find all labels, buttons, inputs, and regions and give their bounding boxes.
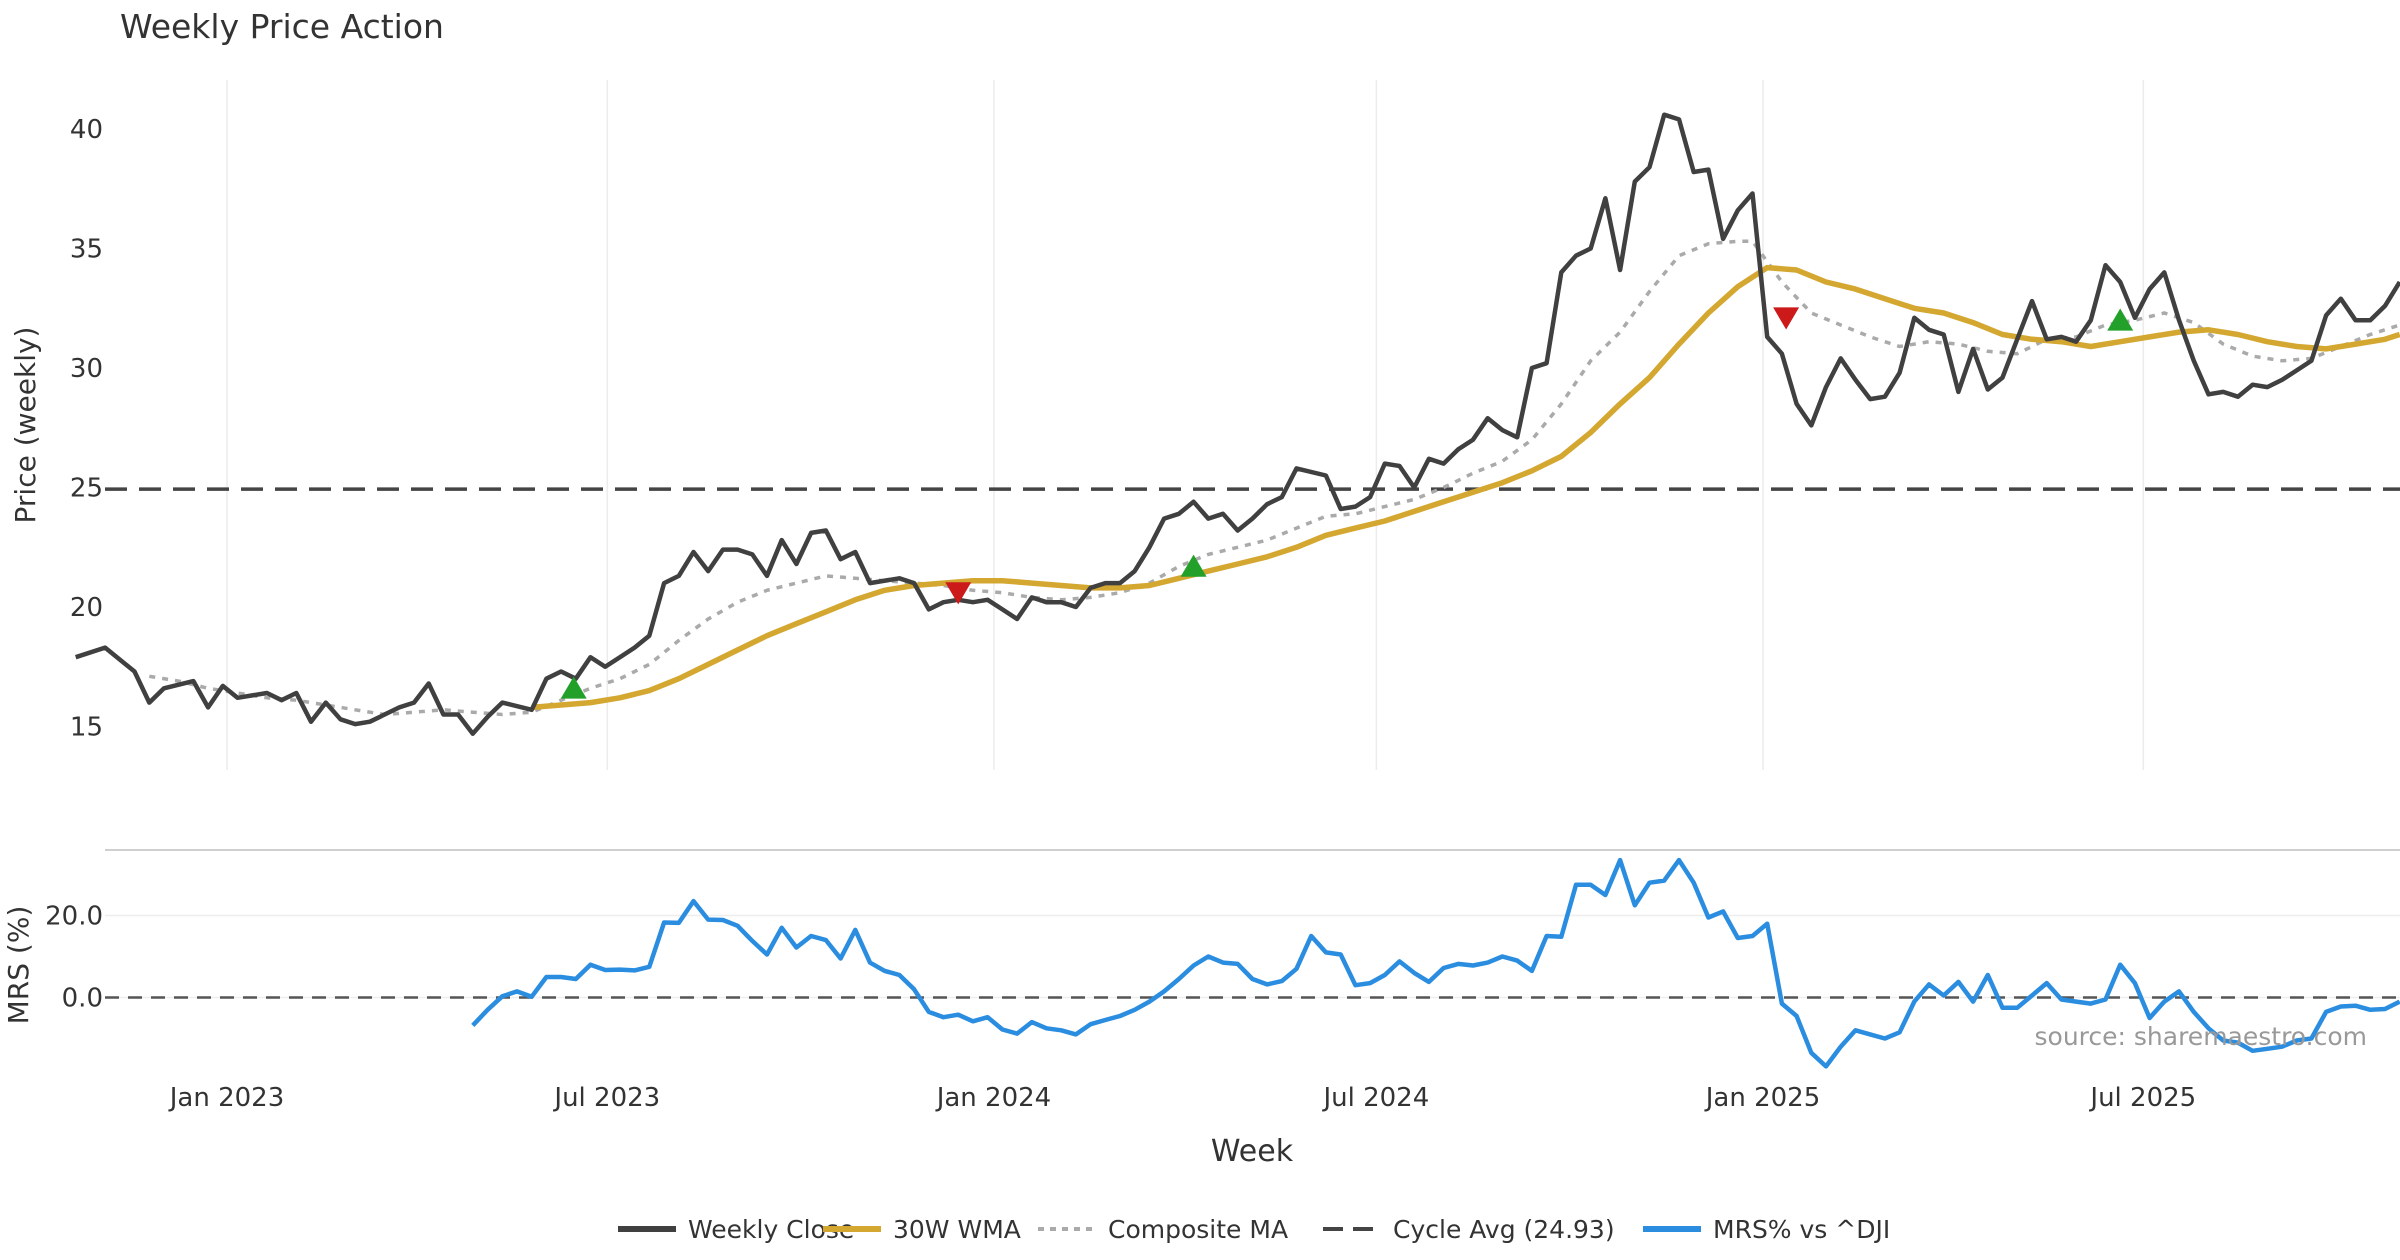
legend-label: 30W WMA: [893, 1215, 1021, 1244]
x-tick-label: Jul 2023: [552, 1083, 660, 1113]
weekly-close-line: [75, 112, 2400, 736]
price-grid: [226, 80, 2145, 770]
chart-title: Weekly Price Action: [120, 7, 444, 46]
buy-signal-marker: [2107, 308, 2134, 331]
price-panel: 15 20 25 30 35 40 Price (weekly): [9, 80, 2400, 770]
price-y-tick-label: 35: [70, 235, 103, 265]
x-tick-label: Jan 2023: [168, 1083, 285, 1113]
mrs-grid: [105, 914, 2400, 999]
x-axis-ticks: Jan 2023 Jul 2023 Jan 2024 Jul 2024 Jan 2025…: [168, 1083, 2196, 1113]
mrs-series: [105, 857, 2400, 1069]
x-tick-label: Jan 2024: [935, 1083, 1052, 1113]
price-y-tick-label: 40: [70, 115, 103, 145]
buy-signal-marker: [560, 676, 587, 699]
price-y-tick-label: 15: [70, 713, 103, 743]
mrs-y-tick-label: 20.0: [45, 902, 103, 932]
legend-item: Weekly Close: [618, 1215, 854, 1244]
mrs-y-ticks: 0.0 20.0: [45, 902, 103, 1014]
legend: Weekly Close 30W WMA Composite MA Cycle Avg…: [618, 1215, 1890, 1244]
legend-item: Composite MA: [1038, 1215, 1288, 1244]
sell-signal-marker: [1773, 307, 1800, 330]
legend-item: 30W WMA: [823, 1215, 1021, 1244]
legend-item: Cycle Avg (24.93): [1323, 1215, 1615, 1244]
price-y-ticks: 15 20 25 30 35 40: [70, 115, 103, 743]
x-tick-label: Jan 2025: [1704, 1083, 1821, 1113]
x-tick-label: Jul 2024: [1321, 1083, 1429, 1113]
price-y-tick-label: 25: [70, 474, 103, 504]
composite-ma-line: [149, 239, 2400, 717]
price-y-tick-label: 20: [70, 593, 103, 623]
buy-signal-marker: [1180, 554, 1207, 577]
wma-line: [531, 264, 2400, 711]
mrs-line: [471, 857, 2400, 1069]
legend-label: MRS% vs ^DJI: [1713, 1215, 1890, 1244]
legend-label: Cycle Avg (24.93): [1393, 1215, 1615, 1244]
x-tick-label: Jul 2025: [2088, 1083, 2196, 1113]
mrs-y-axis-label: MRS (%): [2, 906, 35, 1025]
sell-signal-marker: [945, 582, 972, 605]
source-annotation: source: sharemaestro.com: [2035, 1022, 2368, 1051]
price-y-tick-label: 30: [70, 354, 103, 384]
legend-label: Composite MA: [1108, 1215, 1288, 1244]
x-axis-label: Week: [1211, 1134, 1294, 1169]
signal-markers: [560, 307, 2134, 699]
legend-item: MRS% vs ^DJI: [1643, 1215, 1890, 1244]
mrs-panel: 0.0 20.0 MRS (%) source: sharemaestro.com: [2, 857, 2400, 1069]
price-y-axis-label: Price (weekly): [9, 327, 42, 524]
mrs-y-tick-label: 0.0: [62, 984, 103, 1014]
price-series: [75, 112, 2400, 736]
